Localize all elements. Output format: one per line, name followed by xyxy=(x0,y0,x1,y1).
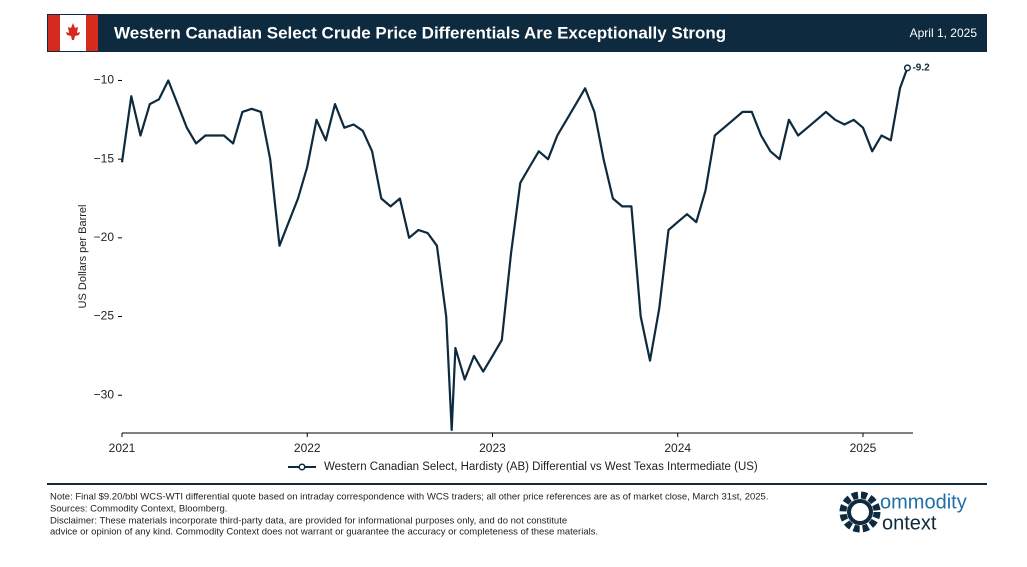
flag-band xyxy=(86,15,98,51)
y-tick-label: −30 xyxy=(94,387,115,401)
logo: ommodity ontext xyxy=(839,491,967,534)
x-tick-label: 2024 xyxy=(664,441,691,455)
y-tick-label: −15 xyxy=(94,151,115,165)
logo-text: ommodity xyxy=(880,491,967,513)
disclaimer: advice or opinion of any kind. Commodity… xyxy=(50,527,598,538)
x-tick-label: 2022 xyxy=(294,441,321,455)
logo-text: ontext xyxy=(882,512,937,534)
logo-gear xyxy=(839,491,881,533)
x-tick-label: 2025 xyxy=(850,441,877,455)
y-tick-label: −10 xyxy=(94,73,115,87)
sources: Sources: Commodity Context, Bloomberg. xyxy=(50,504,227,515)
x-tick-label: 2021 xyxy=(109,441,136,455)
header-bar xyxy=(47,14,987,52)
x-tick-label: 2023 xyxy=(479,441,506,455)
y-tick-label: −25 xyxy=(94,309,115,323)
y-axis-label: US Dollars per Barrel xyxy=(77,205,89,309)
series-line xyxy=(120,67,909,431)
note: Note: Final $9.20/bbl WCS-WTI differenti… xyxy=(50,492,768,503)
maple-leaf xyxy=(66,23,80,40)
end-label: -9.2 xyxy=(912,63,930,74)
date: April 1, 2025 xyxy=(910,26,978,40)
end-marker xyxy=(903,64,911,72)
title: Western Canadian Select Crude Price Diff… xyxy=(114,23,726,42)
logo-ring xyxy=(847,499,873,525)
flag-band xyxy=(48,15,60,51)
plot: −10 −15 −20 −25 −30 2021 2022 2023 2024 2025 US Do… xyxy=(77,63,930,474)
legend-label: Western Canadian Select, Hardisty (AB) D… xyxy=(324,461,758,473)
y-tick-label: −20 xyxy=(94,230,115,244)
disclaimer: Disclaimer: These materials incorporate … xyxy=(50,516,567,527)
legend-marker xyxy=(298,463,306,471)
